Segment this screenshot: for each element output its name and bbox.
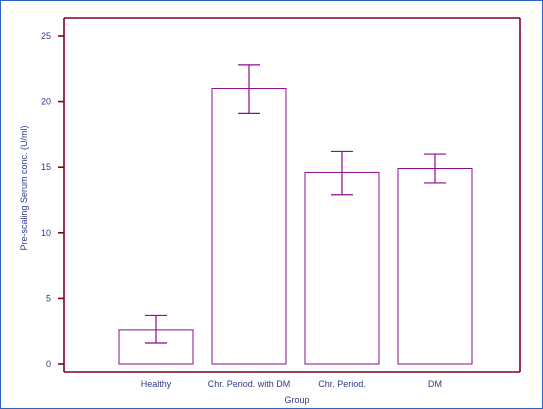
bars	[118, 87, 473, 365]
error-bar-4	[424, 153, 446, 184]
bar-4	[397, 168, 473, 365]
error-bar-2	[238, 64, 260, 115]
x-tick-label: Chr. Period. with DM	[208, 379, 291, 389]
x-tick-label: Healthy	[141, 379, 172, 389]
x-axis-label: Group	[284, 395, 309, 405]
y-tick-label: 15	[41, 162, 51, 172]
y-axis-label: Pre-scaling Serum conc. (U/ml)	[19, 125, 29, 250]
x-tick-label: DM	[428, 379, 442, 389]
y-tick-label: 25	[41, 31, 51, 41]
y-tick-label: 10	[41, 228, 51, 238]
y-tick-label: 0	[46, 359, 51, 369]
x-tick-labels: Healthy Chr. Period. with DM Chr. Period. D…	[141, 379, 442, 389]
error-bar-3	[331, 150, 353, 196]
y-tick-label: 20	[41, 97, 51, 107]
y-tick-label: 5	[46, 293, 51, 303]
error-bar-1	[145, 314, 167, 344]
x-tick-label: Chr. Period.	[318, 379, 366, 389]
error-bars	[145, 64, 446, 344]
bar-3	[304, 171, 380, 365]
bar-2	[211, 87, 287, 365]
y-ticks: 0 5 10 15 20 25	[41, 31, 64, 369]
